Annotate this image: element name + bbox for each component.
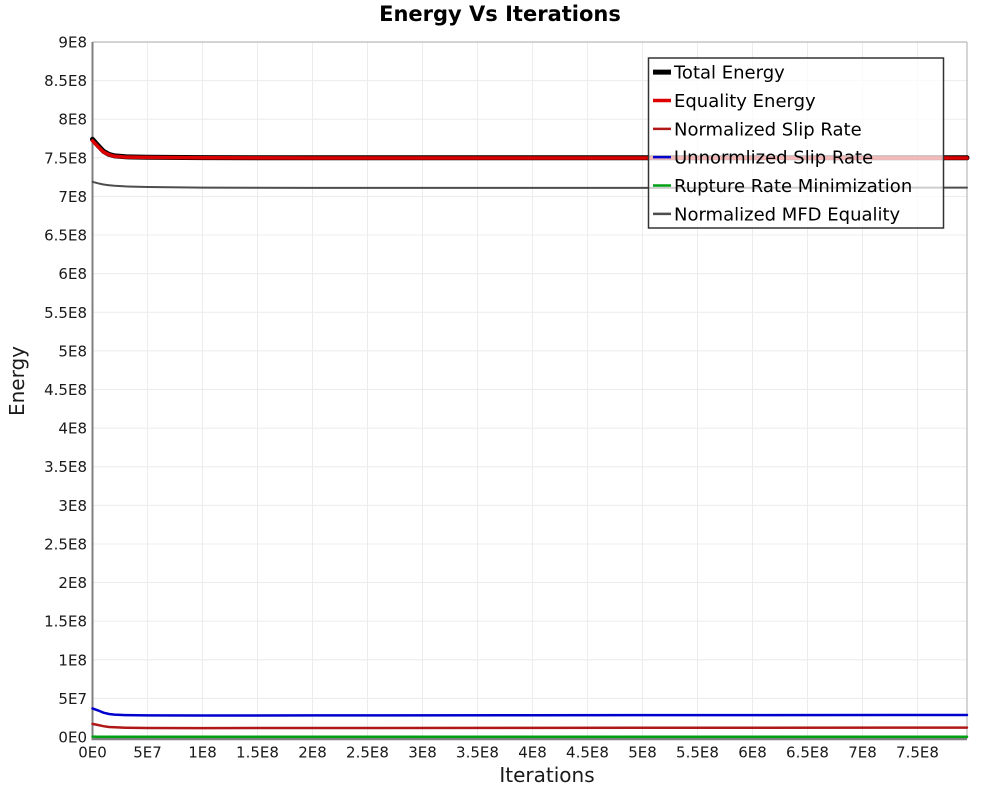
x-tick-label: 6E8 bbox=[738, 744, 767, 762]
x-tick-label: 4E8 bbox=[518, 744, 547, 762]
x-tick-label: 5E8 bbox=[628, 744, 657, 762]
legend-label-unnormlized-slip-rate: Unnormlized Slip Rate bbox=[674, 148, 873, 169]
legend-label-equality-energy: Equality Energy bbox=[674, 91, 816, 112]
y-tick-label: 7.5E8 bbox=[44, 149, 87, 167]
legend-label-normalized-slip-rate: Normalized Slip Rate bbox=[674, 119, 862, 140]
legend-label-rupture-rate-minimization: Rupture Rate Minimization bbox=[674, 176, 912, 197]
x-tick-label: 6.5E8 bbox=[786, 744, 829, 762]
x-tick-label: 3E8 bbox=[408, 744, 437, 762]
y-tick-label: 1E8 bbox=[58, 651, 87, 669]
x-tick-label: 0E0 bbox=[78, 744, 107, 762]
x-tick-label: 7.5E8 bbox=[896, 744, 939, 762]
x-tick-label: 2.5E8 bbox=[346, 744, 389, 762]
y-tick-label: 4E8 bbox=[58, 420, 87, 438]
y-tick-label: 7E8 bbox=[58, 188, 87, 206]
y-tick-label: 5.5E8 bbox=[44, 304, 87, 322]
x-tick-label: 1.5E8 bbox=[236, 744, 279, 762]
y-tick-label: 2E8 bbox=[58, 574, 87, 592]
y-axis-title: Energy bbox=[5, 345, 29, 417]
y-tick-label: 5E7 bbox=[58, 690, 87, 708]
series-line-normalized-slip-rate bbox=[91, 722, 969, 730]
y-tick-label: 3.5E8 bbox=[44, 458, 87, 476]
x-tick-label: 3.5E8 bbox=[456, 744, 499, 762]
y-tick-label: 1.5E8 bbox=[44, 613, 87, 631]
y-tick-label: 6E8 bbox=[58, 265, 87, 283]
x-tick-label: 5E7 bbox=[133, 744, 162, 762]
x-tick-label: 1E8 bbox=[188, 744, 217, 762]
y-tick-label: 0E0 bbox=[58, 729, 87, 747]
y-tick-label: 4.5E8 bbox=[44, 381, 87, 399]
y-tick-label: 6.5E8 bbox=[44, 227, 87, 245]
legend-box bbox=[647, 57, 945, 229]
x-tick-label: 7E8 bbox=[848, 744, 877, 762]
y-tick-label: 3E8 bbox=[58, 497, 87, 515]
y-tick-label: 8.5E8 bbox=[44, 72, 87, 90]
y-tick-label: 5E8 bbox=[58, 342, 87, 360]
x-tick-label: 4.5E8 bbox=[566, 744, 609, 762]
x-axis-title: Iterations bbox=[499, 763, 595, 787]
y-tick-label: 2.5E8 bbox=[44, 535, 87, 553]
chart-title: Energy Vs Iterations bbox=[379, 2, 621, 26]
y-tick-label: 8E8 bbox=[58, 111, 87, 129]
series-line-unnormlized-slip-rate bbox=[91, 707, 969, 717]
legend-label-total-energy: Total Energy bbox=[673, 63, 785, 84]
x-tick-label: 5.5E8 bbox=[676, 744, 719, 762]
series-line-equality-energy bbox=[90, 139, 969, 160]
y-tick-label: 9E8 bbox=[58, 34, 87, 52]
legend-label-normalized-mfd-equality: Normalized MFD Equality bbox=[674, 204, 901, 225]
series-line-normalized-mfd-equality bbox=[91, 180, 968, 189]
x-tick-label: 2E8 bbox=[298, 744, 327, 762]
